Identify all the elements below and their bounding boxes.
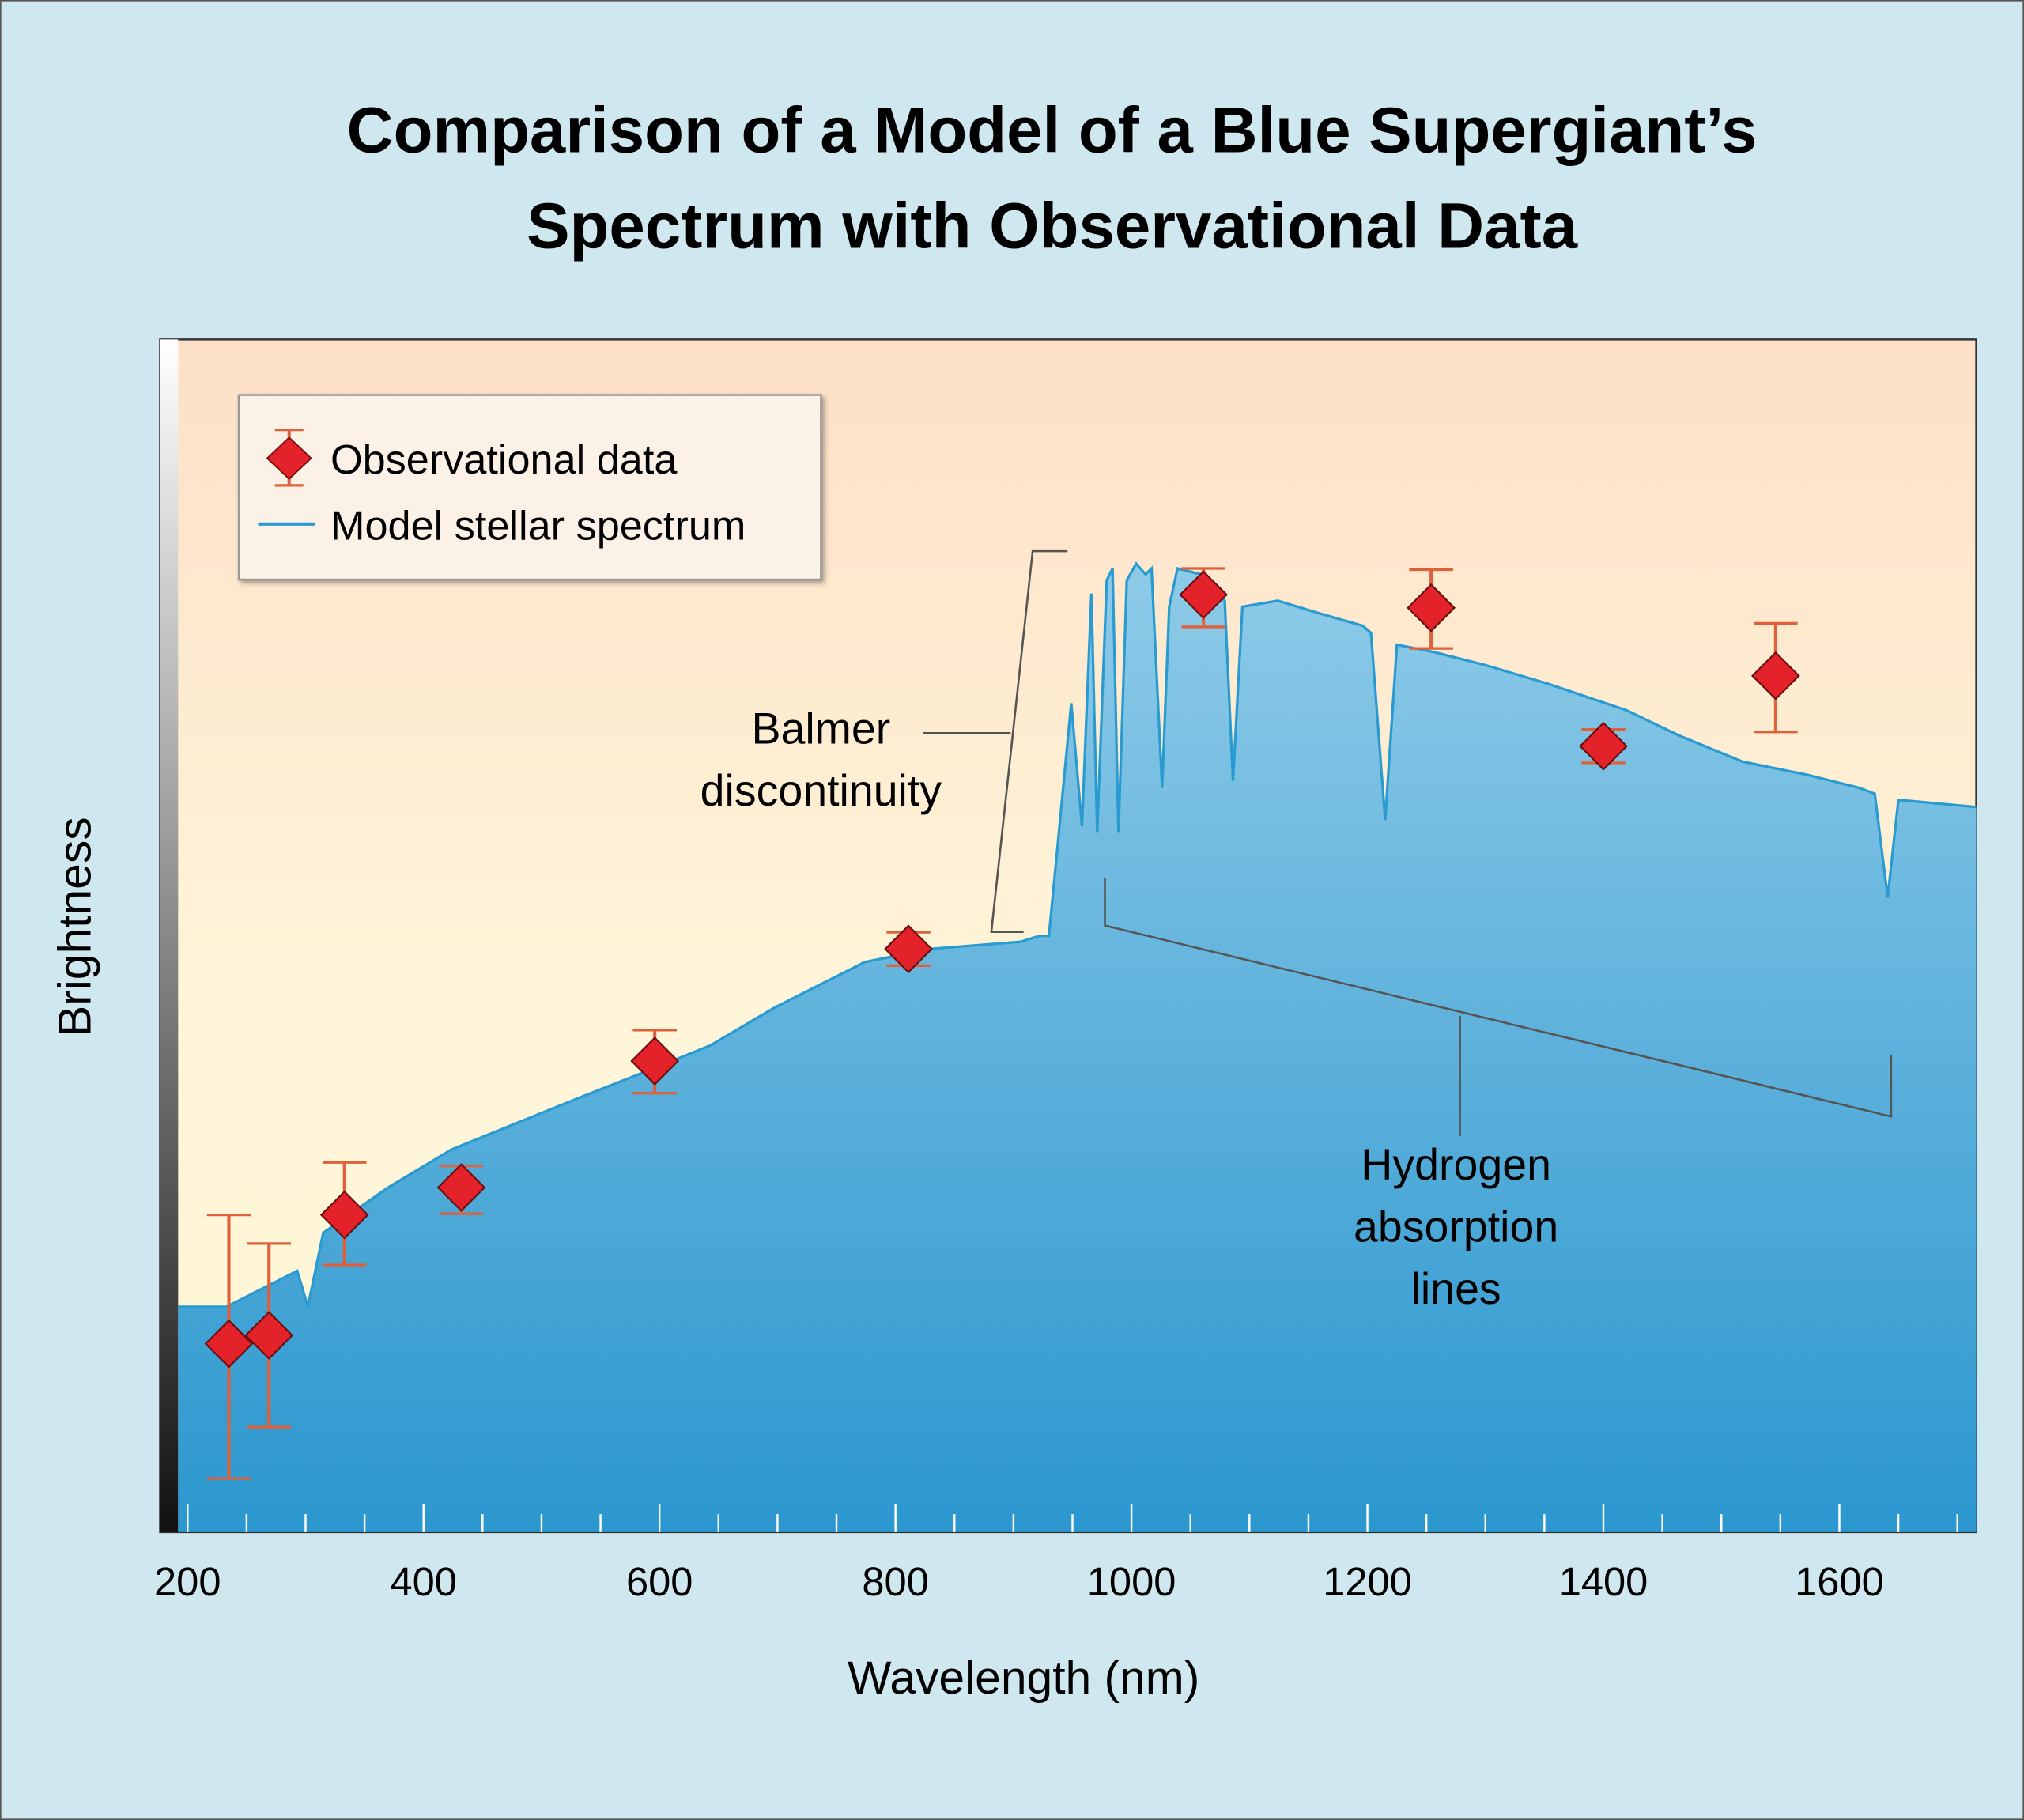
data-point xyxy=(1407,568,1456,650)
x-axis-label: Wavelength (nm) xyxy=(848,1652,1199,1704)
data-point xyxy=(630,1029,680,1095)
annotation-balmer-2: discontinuity xyxy=(700,766,942,815)
legend-label-model: Model stellar spectrum xyxy=(330,503,746,549)
legend: Observational data Model stellar spectru… xyxy=(237,394,822,581)
x-tick-label: 1600 xyxy=(1795,1559,1884,1604)
chart-title: Comparison of a Model of a Blue Supergia… xyxy=(347,95,1758,167)
data-marker xyxy=(1407,583,1456,632)
data-marker xyxy=(630,1036,680,1086)
data-point xyxy=(204,1214,254,1480)
legend-diamond-icon xyxy=(266,436,312,481)
data-point xyxy=(1750,621,1800,734)
brightness-scale-bar xyxy=(160,339,179,1532)
data-point xyxy=(319,1161,369,1267)
data-point xyxy=(884,924,933,974)
x-tick-label: 1200 xyxy=(1323,1559,1412,1604)
data-marker xyxy=(1750,651,1800,700)
data-marker xyxy=(319,1190,369,1240)
data-point xyxy=(1579,721,1628,771)
data-marker xyxy=(1179,570,1229,620)
data-point xyxy=(244,1242,294,1429)
balmer-bracket xyxy=(990,549,1068,934)
data-marker xyxy=(436,1163,486,1212)
data-point xyxy=(1179,567,1229,629)
legend-box xyxy=(237,394,822,581)
data-point xyxy=(436,1163,486,1215)
annotation-hydrogen-2: absorption xyxy=(1354,1203,1558,1252)
legend-label-observational: Observational data xyxy=(330,437,678,483)
annotation-balmer-1: Balmer xyxy=(751,704,890,753)
x-tick-label: 1400 xyxy=(1559,1559,1648,1604)
data-marker xyxy=(1579,721,1628,771)
annotation-hydrogen-1: Hydrogen xyxy=(1361,1140,1551,1189)
y-axis-label: Brightness xyxy=(49,817,100,1036)
data-marker xyxy=(244,1311,294,1360)
x-tick-label: 200 xyxy=(154,1559,221,1604)
hydrogen-bracket xyxy=(1104,878,1893,1118)
annotation-hydrogen-3: lines xyxy=(1411,1264,1501,1313)
data-marker xyxy=(204,1319,254,1369)
data-marker xyxy=(884,924,933,974)
x-tick-label: 400 xyxy=(390,1559,456,1604)
chart-title-line2: Spectrum with Observational Data xyxy=(527,190,1578,262)
spectrum-area xyxy=(178,563,1977,1532)
x-tick-label: 1000 xyxy=(1087,1559,1176,1604)
x-tick-label: 800 xyxy=(862,1559,928,1604)
x-tick-label: 600 xyxy=(626,1559,693,1604)
